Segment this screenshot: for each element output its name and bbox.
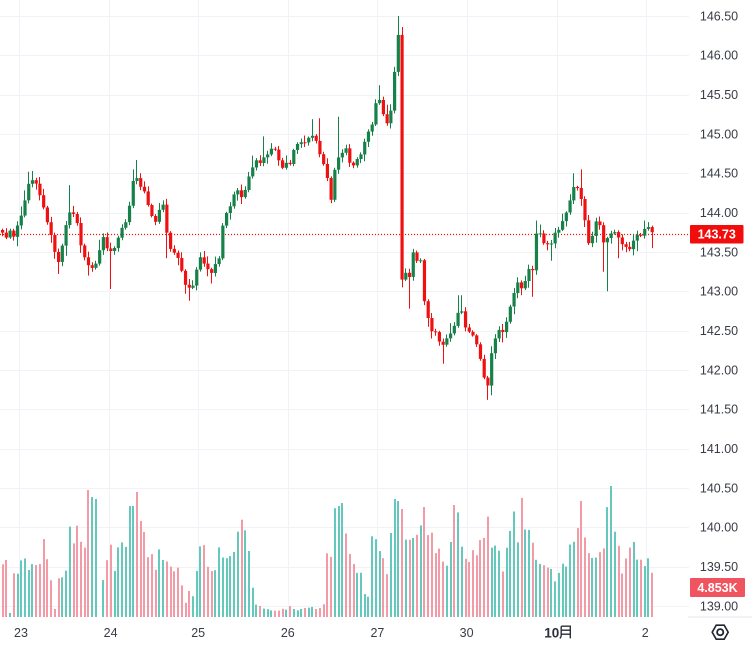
svg-text:140.50: 140.50	[700, 481, 738, 495]
svg-text:4.853K: 4.853K	[697, 581, 737, 595]
svg-text:30: 30	[460, 626, 474, 640]
svg-text:139.00: 139.00	[700, 599, 738, 613]
svg-text:2: 2	[642, 626, 649, 640]
svg-text:24: 24	[104, 626, 118, 640]
svg-text:141.00: 141.00	[700, 442, 738, 456]
svg-text:25: 25	[191, 626, 205, 640]
svg-text:27: 27	[370, 626, 384, 640]
svg-text:140.00: 140.00	[700, 521, 738, 535]
svg-text:10: 10	[544, 625, 559, 640]
svg-text:143.00: 143.00	[700, 285, 738, 299]
svg-text:146.00: 146.00	[700, 49, 738, 63]
svg-text:141.50: 141.50	[700, 403, 738, 417]
svg-text:139.50: 139.50	[700, 560, 738, 574]
svg-text:145.00: 145.00	[700, 127, 738, 141]
svg-text:144.50: 144.50	[700, 167, 738, 181]
svg-text:144.00: 144.00	[700, 206, 738, 220]
svg-text:145.50: 145.50	[700, 88, 738, 102]
svg-text:26: 26	[281, 626, 295, 640]
svg-text:142.00: 142.00	[700, 363, 738, 377]
svg-text:23: 23	[14, 626, 28, 640]
svg-text:143.50: 143.50	[700, 245, 738, 259]
svg-text:142.50: 142.50	[700, 324, 738, 338]
svg-text:146.50: 146.50	[700, 9, 738, 23]
svg-text:143.73: 143.73	[698, 228, 736, 242]
